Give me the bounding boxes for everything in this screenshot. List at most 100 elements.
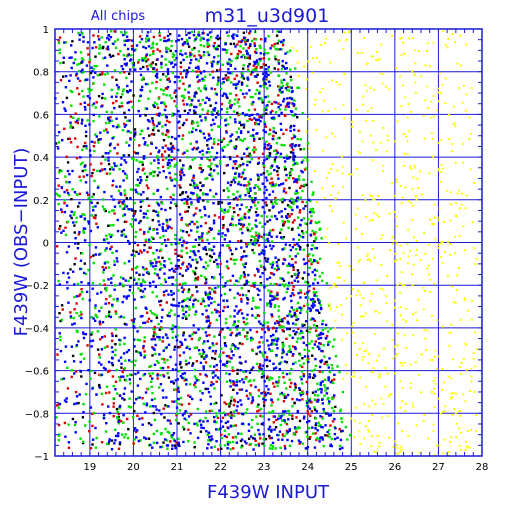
data-point-black [281,200,284,204]
data-point-blue [268,193,271,196]
data-point-red [225,435,229,439]
data-point-green [191,48,194,51]
data-point-yellow [433,223,435,226]
data-point-green [308,326,311,329]
data-point-blue [191,99,194,102]
data-point-red [173,100,176,103]
data-point-black [108,144,112,147]
data-point-green [311,300,315,303]
data-point-blue [108,438,111,441]
data-point-blue [81,118,84,121]
data-point-blue [317,398,320,401]
data-point-green [226,210,229,213]
data-point-blue [265,72,268,75]
data-point-blue [133,345,136,348]
data-point-blue [199,56,202,59]
data-point-yellow [394,140,397,143]
data-point-green [331,367,334,370]
data-point-red [274,196,277,200]
data-point-red [231,369,234,372]
data-point-green [247,184,250,187]
data-point-blue [109,315,113,319]
data-point-red [239,50,242,54]
data-point-green [174,173,177,176]
data-point-blue [173,113,176,116]
data-point-black [73,263,76,266]
data-point-blue [128,378,131,381]
data-point-blue [178,301,181,305]
data-point-red [61,308,64,311]
data-point-blue [135,44,139,47]
data-point-blue [63,360,67,363]
data-point-black [325,360,328,364]
data-point-green [204,261,208,264]
data-point-blue [275,217,278,221]
data-point-black [60,304,64,307]
data-point-blue [167,293,170,296]
data-point-blue [280,236,283,239]
data-point-blue [181,300,184,303]
data-point-red [262,63,265,66]
data-point-blue [152,347,155,350]
data-point-blue [212,252,216,255]
data-point-green [192,305,195,309]
data-point-green [230,344,234,347]
data-point-blue [321,380,324,383]
data-point-black [268,152,271,155]
data-point-blue [112,198,115,201]
data-point-blue [202,265,205,269]
data-point-blue [207,137,211,141]
data-point-green [151,291,154,294]
data-point-blue [232,83,235,86]
data-point-blue [310,304,314,307]
data-point-green [139,133,142,136]
data-point-green [193,157,197,160]
data-point-green [144,238,147,241]
data-point-blue [192,214,195,217]
data-point-blue [161,222,165,226]
data-point-black [242,271,246,274]
data-point-green [311,210,314,213]
data-point-green [248,223,251,226]
data-point-green [116,392,119,395]
data-point-green [246,119,249,123]
data-point-black [209,168,213,171]
data-point-black [236,56,239,59]
data-point-blue [130,390,133,393]
data-point-yellow [406,153,409,156]
data-point-green [185,418,188,421]
data-point-green [230,72,233,75]
data-point-blue [264,245,268,248]
data-point-yellow [393,260,396,263]
data-point-yellow [467,309,470,312]
data-point-blue [128,144,131,147]
data-point-green [245,317,248,321]
data-point-green [262,437,265,441]
data-point-green [115,164,119,168]
data-point-red [309,400,312,403]
data-point-yellow [460,431,463,434]
data-point-black [228,405,231,408]
data-point-green [124,433,127,436]
data-point-green [246,69,250,73]
data-point-blue [66,272,70,275]
data-point-blue [174,50,178,53]
data-point-blue [248,194,251,198]
data-point-green [241,139,244,143]
data-point-blue [209,402,213,406]
data-point-red [244,40,247,43]
data-point-yellow [357,261,360,264]
data-point-red [129,100,133,103]
data-point-green [237,280,240,283]
data-point-blue [304,296,307,299]
data-point-yellow [440,255,443,258]
data-point-blue [212,245,216,248]
data-point-blue [180,198,184,202]
data-point-yellow [360,315,363,318]
data-point-blue [257,428,260,432]
data-point-blue [268,84,272,87]
data-point-green [268,378,271,382]
data-point-green [260,99,264,102]
data-point-red [108,391,111,394]
